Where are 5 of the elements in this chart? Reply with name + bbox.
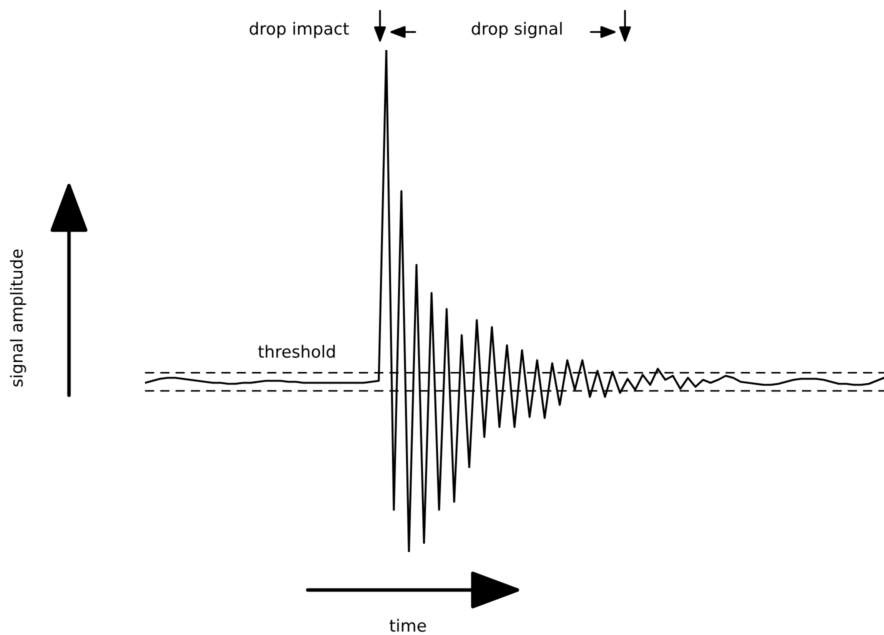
- text: drop impact: [250, 22, 349, 38]
- text: signal amplitude: [10, 249, 26, 387]
- text: drop signal: [472, 22, 562, 38]
- x-axis-title: time: [390, 618, 426, 632]
- annotation: threshold: [258, 344, 335, 358]
